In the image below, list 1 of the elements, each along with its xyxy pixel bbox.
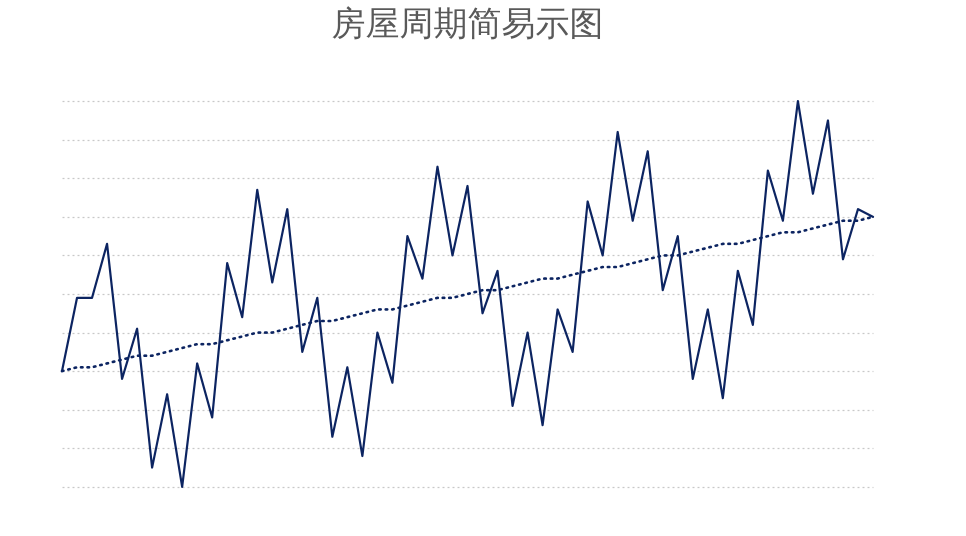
chart-title: 房屋周期简易示图: [332, 4, 604, 44]
